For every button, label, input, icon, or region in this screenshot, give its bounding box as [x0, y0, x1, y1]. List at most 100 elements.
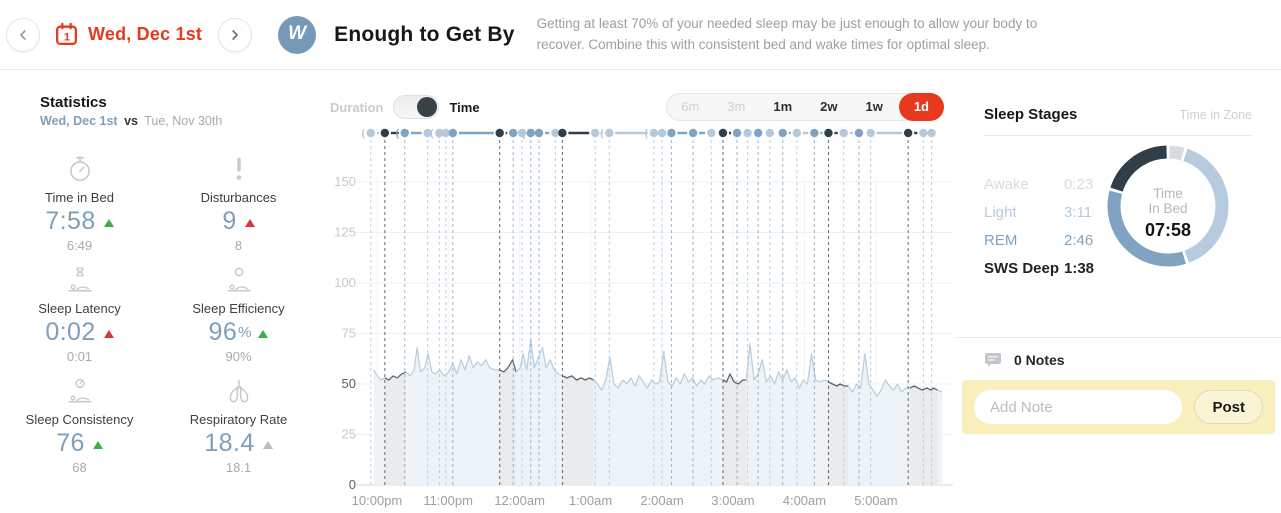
chevron-left-icon [20, 29, 26, 40]
efficiency-bed-icon [171, 263, 306, 295]
stage-label: Light [984, 203, 1017, 221]
statistics-panel: Statistics Wed, Dec 1st vs Tue, Nov 30th… [0, 70, 322, 513]
svg-text:0: 0 [349, 477, 356, 492]
svg-text:5:00am: 5:00am [854, 493, 897, 508]
trend-up-icon [103, 329, 114, 338]
range-1d-button[interactable]: 1d [898, 93, 944, 121]
svg-text:11:00pm: 11:00pm [423, 493, 473, 508]
lungs-icon [171, 374, 306, 406]
trend-up-icon [262, 440, 273, 449]
range-2w-button[interactable]: 2w [820, 99, 838, 114]
metric-label: Sleep Consistency [25, 412, 134, 427]
time-in-zone-label[interactable]: Time in Zone [1179, 108, 1252, 122]
svg-text:(: ( [396, 129, 400, 140]
notes-count: 0 Notes [1014, 352, 1065, 368]
svg-text:(: ( [430, 129, 434, 140]
metric-value: 9 [222, 207, 237, 235]
trend-up-icon [92, 440, 103, 449]
svg-text:12:00am: 12:00am [494, 493, 545, 508]
prev-day-button[interactable] [6, 17, 40, 52]
sleep-chart-panel: Duration Time 6m 3m 1m 2w 1w 1d (((((((0… [322, 70, 955, 513]
toggle-time-label[interactable]: Time [449, 99, 480, 115]
metric-value: 0:02 [45, 318, 96, 346]
header: 1 Wed, Dec 1st W Enough to Get By Gettin… [0, 0, 1281, 70]
metric-sleep-consistency: Sleep Consistency 76 68 [12, 374, 147, 475]
svg-text:75: 75 [342, 326, 356, 341]
date-badge[interactable]: 1 Wed, Dec 1st [54, 22, 202, 47]
exclamation-icon [171, 152, 306, 184]
sleep-stages-panel: Sleep Stages Time in Zone Awake 0:23 Lig… [955, 70, 1281, 513]
metric-respiratory-rate: Respiratory Rate 18.4 18.1 [171, 374, 306, 475]
metric-disturbances: Disturbances 9 8 [171, 152, 306, 253]
compare-vs-label: vs [124, 114, 138, 128]
range-1w-button[interactable]: 1w [865, 99, 883, 114]
metric-label: Time in Bed [45, 190, 114, 205]
add-note-input[interactable] [974, 390, 1183, 424]
current-date: Wed, Dec 1st [88, 24, 203, 44]
trend-up-icon [258, 329, 269, 338]
trend-up-icon [244, 218, 255, 227]
metric-time-in-bed: Time in Bed 7:58 6:49 [12, 152, 147, 253]
chart-controls: Duration Time 6m 3m 1m 2w 1w 1d [322, 92, 955, 122]
sleep-advice-text: Getting at least 70% of your needed slee… [536, 16, 1038, 52]
metric-value: 76 [56, 429, 85, 457]
svg-text:100: 100 [334, 275, 356, 290]
compare-current-date: Wed, Dec 1st [40, 114, 118, 128]
whoop-logo: W [278, 15, 317, 54]
svg-text:3:00am: 3:00am [711, 493, 754, 508]
divider [984, 135, 1252, 136]
svg-text:2:00am: 2:00am [640, 493, 683, 508]
metric-label: Sleep Efficiency [192, 301, 285, 316]
toggle-duration-label[interactable]: Duration [330, 99, 384, 115]
metric-previous: 8 [234, 238, 243, 253]
svg-text:125: 125 [334, 225, 356, 240]
comparison-dates: Wed, Dec 1st vs Tue, Nov 30th [40, 114, 322, 128]
svg-text:(: ( [600, 129, 604, 140]
stage-row-light: Light 3:11 [984, 198, 1102, 226]
stage-row-rem: REM 2:46 [984, 226, 1102, 254]
stage-row-awake: Awake 0:23 [984, 170, 1102, 198]
main-content: Statistics Wed, Dec 1st vs Tue, Nov 30th… [0, 70, 1281, 513]
time-in-bed-donut: Time In Bed 07:58 [1102, 140, 1234, 282]
statistics-title: Statistics [40, 94, 107, 111]
range-1m-button[interactable]: 1m [773, 99, 793, 114]
hourglass-bed-icon [12, 263, 147, 295]
stage-value: 2:46 [1064, 231, 1094, 249]
metric-previous: 68 [72, 460, 87, 475]
svg-text:4:00am: 4:00am [783, 493, 826, 508]
metric-sleep-latency: Sleep Latency 0:02 0:01 [12, 263, 147, 364]
svg-text:150: 150 [334, 174, 356, 189]
page-title: Enough to Get By [334, 22, 515, 46]
calendar-icon: 1 [55, 22, 78, 46]
metric-value: 18.4 [204, 429, 255, 457]
range-6m-button[interactable]: 6m [681, 99, 700, 114]
next-day-button[interactable] [218, 17, 253, 52]
metric-previous: 6:49 [66, 238, 93, 253]
stage-value: 3:11 [1064, 203, 1093, 221]
metric-label: Respiratory Rate [189, 412, 288, 427]
note-bubble-icon [985, 353, 1001, 367]
stage-value: 1:38 [1064, 259, 1095, 277]
post-note-button[interactable]: Post [1194, 390, 1263, 424]
notes-header: 0 Notes [984, 352, 1281, 368]
stage-value: 0:23 [1064, 175, 1094, 193]
svg-text:Time: Time [1153, 186, 1183, 201]
duration-time-toggle[interactable]: Duration Time [330, 95, 480, 119]
heart-rate-chart[interactable]: (((((((025507510012515010:00pm11:00pm12:… [322, 120, 955, 512]
svg-text:10:00pm: 10:00pm [352, 493, 403, 508]
toggle-switch[interactable] [393, 95, 440, 119]
metric-label: Disturbances [200, 190, 277, 205]
svg-text:1:00am: 1:00am [569, 493, 612, 508]
stage-label: REM [984, 231, 1018, 249]
metric-previous: 18.1 [225, 460, 252, 475]
range-3m-button[interactable]: 3m [727, 99, 746, 114]
svg-text:(: ( [645, 129, 649, 140]
chevron-right-icon [232, 29, 239, 40]
svg-text:1: 1 [64, 31, 71, 43]
stopwatch-icon [12, 152, 147, 184]
trend-up-icon [103, 218, 114, 227]
stage-row-sws-deep: SWS Deep 1:38 [984, 254, 1102, 282]
svg-text:In Bed: In Bed [1148, 201, 1187, 216]
date-navigation: 1 Wed, Dec 1st [0, 17, 253, 52]
